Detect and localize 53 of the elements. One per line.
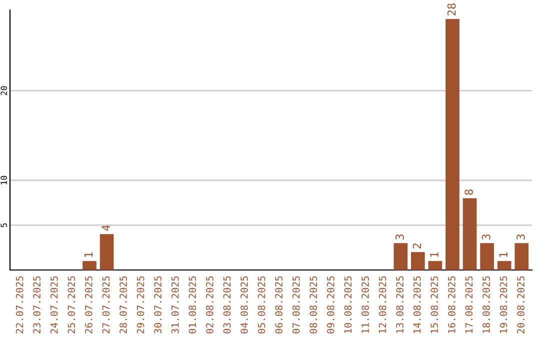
- x-tick-label: 11.08.2025: [362, 276, 369, 333]
- data-label: 1: [430, 252, 438, 257]
- x-tick-label: 24.07.2025: [50, 276, 58, 334]
- bar: [480, 243, 494, 270]
- x-tick-label: 16.08.2025: [448, 276, 456, 333]
- x-tick-label: 07.08.2025: [292, 276, 300, 334]
- bar: [82, 261, 96, 270]
- data-label: 28: [447, 4, 456, 16]
- x-tick-label: 28.07.2025: [120, 276, 127, 334]
- x-tick-label: 08.08.2025: [310, 276, 318, 334]
- x-tick-label: 01.08.2025: [188, 276, 196, 334]
- data-label: 4: [102, 225, 110, 231]
- bar: [497, 261, 512, 270]
- x-tick-label: 02.08.2025: [206, 276, 214, 334]
- x-tick-label: 05.08.2025: [258, 276, 266, 334]
- x-tick-label: 20.08.2025: [517, 276, 524, 334]
- x-tick-label: 26.07.2025: [85, 276, 92, 334]
- data-label: 3: [516, 234, 525, 240]
- bar: [462, 198, 477, 270]
- x-tick-label: 31.07.2025: [171, 276, 179, 334]
- x-tick-label: 29.07.2025: [136, 276, 144, 334]
- data-label: 1: [499, 252, 508, 257]
- x-tick-label: 14.08.2025: [413, 276, 421, 333]
- data-label: 3: [395, 234, 404, 240]
- bar: [100, 234, 114, 270]
- x-tick-label: 03.08.2025: [223, 276, 231, 334]
- x-tick-label: 04.08.2025: [240, 276, 248, 334]
- bar: [514, 243, 529, 270]
- x-tick-label: 09.08.2025: [326, 276, 334, 334]
- x-tick-label: 25.07.2025: [68, 276, 76, 334]
- x-tick-label: 27.07.2025: [102, 276, 110, 334]
- bar: [446, 18, 460, 270]
- x-tick-label: 10.08.2025: [344, 276, 352, 333]
- data-label: 1: [84, 252, 93, 257]
- data-label: 8: [464, 190, 474, 195]
- y-tick-label: 5: [0, 223, 7, 228]
- bar: [394, 243, 408, 270]
- x-tick-label: 12.08.2025: [378, 276, 386, 333]
- bar: [428, 261, 442, 270]
- x-tick-label: 23.07.2025: [33, 276, 40, 334]
- data-label: 2: [412, 244, 422, 248]
- x-tick-label: 06.08.2025: [275, 276, 282, 334]
- bar: [411, 252, 425, 270]
- y-tick-label: 20: [0, 86, 7, 96]
- x-tick-label: 22.07.2025: [16, 276, 24, 334]
- x-tick-label: 13.08.2025: [396, 276, 404, 333]
- x-tick-label: 15.08.2025: [430, 276, 438, 333]
- y-tick-label: 10: [0, 176, 7, 184]
- x-tick-label: 30.07.2025: [154, 276, 162, 334]
- data-label: 3: [482, 234, 490, 240]
- x-tick-label: 17.08.2025: [465, 276, 473, 333]
- x-tick-label: 19.08.2025: [500, 276, 508, 333]
- x-tick-label: 18.08.2025: [482, 276, 490, 333]
